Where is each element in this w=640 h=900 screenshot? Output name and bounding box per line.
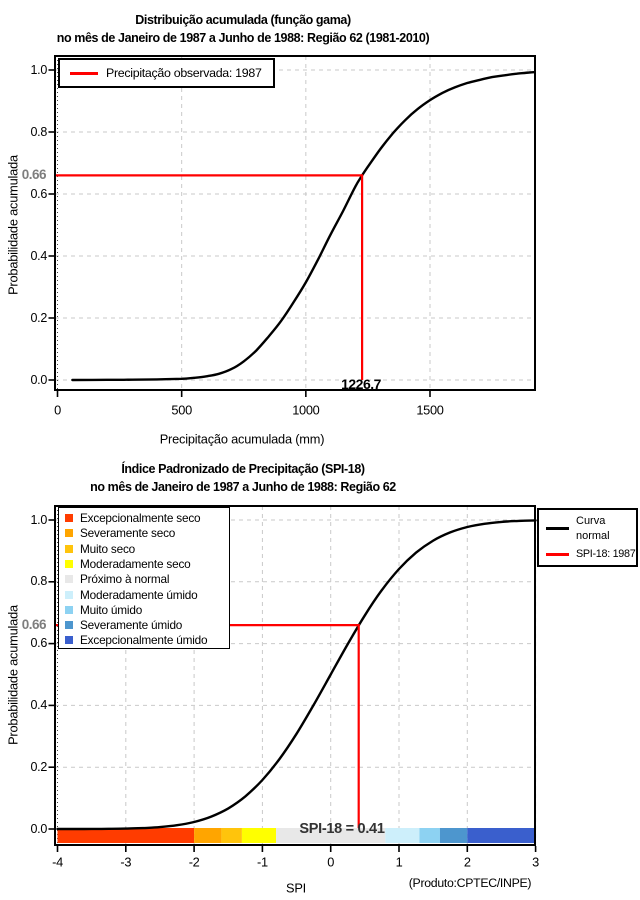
spi-class-label: Moderadamente úmido [80, 587, 198, 602]
spi-class-label: Excepcionalmente seco [80, 511, 201, 525]
chart2-colorbar-segment [57, 828, 195, 843]
chart1-x-tick-label: 1000 [292, 402, 320, 418]
class-color-swatch [65, 559, 73, 568]
class-color-swatch [65, 544, 73, 553]
chart2-x-tick-label: 3 [532, 854, 540, 870]
chart1-subtitle: no mês de Janeiro de 1987 a Junho de 198… [56, 31, 430, 45]
spi-class-label: Excepcionalmente úmido [80, 633, 208, 648]
chart1-legend-item: Precipitação observada: 1987 [60, 60, 273, 86]
chart2-prob-marker-label: 0.66 [21, 617, 47, 632]
chart1-x-marker-label: 1226.7 [341, 376, 381, 392]
class-color-swatch [65, 590, 73, 599]
chart2-curves-legend: Curva normal SPI-18: 1987 [537, 508, 638, 567]
spi-class-label: Severamente úmido [80, 618, 183, 633]
chart2-x-tick-label: -1 [257, 854, 268, 870]
spi-class-label: Muito seco [80, 541, 136, 556]
chart2-classes-legend: Excepcionalmente seco Severamente seco Mui… [58, 507, 230, 649]
class-color-swatch [65, 636, 73, 645]
chart2-cdf-curve [56, 519, 537, 831]
chart2-marker-lines [55, 624, 360, 828]
chart1-frame [54, 55, 536, 391]
normal-curve-legend-item: Curva normal [539, 514, 636, 544]
chart2-colorbar-segment [276, 828, 386, 843]
chart1-xlabel: Precipitação acumulada (mm) [159, 431, 325, 447]
chart2-xlabel: SPI [285, 880, 307, 896]
red-line-swatch [70, 71, 98, 75]
class-color-swatch [65, 575, 73, 584]
spi-class-label: Moderadamente seco [80, 556, 191, 571]
chart1-x-tick-label: 500 [171, 402, 192, 418]
black-line-swatch [546, 527, 569, 530]
chart2-y-tick-label: 0.6 [30, 636, 48, 651]
chart2-x-tick-label: -2 [188, 854, 200, 870]
class-color-swatch [65, 621, 73, 630]
chart2-title: Índice Padronizado de Precipitação (SPI-… [121, 462, 365, 476]
chart2-spi-marker-label: SPI-18 = 0.41 [299, 821, 385, 837]
chart2-colorbar-segment [385, 828, 420, 843]
normal-curve-legend-label: Curva normal [576, 515, 610, 542]
spi-1987-legend-item: SPI-18: 1987 [539, 547, 636, 563]
spi-class-item: Moderadamente úmido [59, 588, 229, 603]
chart2-y-tick-label: 0.8 [30, 574, 48, 589]
spi-class-label: Próximo à normal [80, 572, 170, 587]
spi-class-item: Severamente úmido [59, 618, 229, 633]
spi-class-item: Muito seco [59, 542, 229, 557]
spi-class-item: Excepcionalmente seco [59, 511, 229, 526]
chart1-cdf-curve [71, 71, 535, 382]
chart2-y-tick-label: 0.0 [30, 821, 48, 836]
chart2-x-tick-label: 0 [327, 854, 335, 870]
red-line-swatch [546, 553, 569, 556]
chart2-subtitle: no mês de Janeiro de 1987 a Junho de 198… [90, 480, 396, 494]
chart1-y-tick-label: 1.0 [30, 62, 48, 77]
chart1-y-tick-label: 0.4 [30, 248, 48, 263]
chart1-y-tick-label: 0.6 [30, 186, 48, 201]
spi-class-item: Severamente seco [59, 526, 229, 541]
chart1-marker-lines [55, 174, 364, 380]
chart1-y-tick-label: 0.8 [30, 124, 48, 139]
chart2-colorbar-segment [221, 828, 242, 843]
spi-class-label: Severamente seco [80, 526, 176, 541]
chart2-colorbar-segment [419, 828, 440, 843]
chart2-y-tick-label: 1.0 [30, 512, 48, 527]
spi-class-item: Moderadamente seco [59, 557, 229, 572]
spi-class-item: Muito úmido [59, 603, 229, 618]
product-credit: (Produto:CPTEC/INPE) [408, 876, 532, 890]
chart2-frame [54, 505, 536, 846]
chart2-colorbar-segment [439, 828, 468, 843]
chart2-colorbar-segment [467, 828, 536, 843]
class-color-swatch [65, 529, 73, 538]
chart1-y-tick-label: 0.2 [30, 310, 48, 325]
class-color-swatch [65, 514, 73, 522]
chart2-x-tick-label: -3 [120, 854, 132, 870]
chart2-y-tick-label: 0.2 [30, 759, 48, 774]
chart1-legend-label: Precipitação observada: 1987 [106, 66, 262, 80]
chart1-prob-marker-label: 0.66 [21, 167, 47, 182]
chart2-x-tick-label: 2 [463, 854, 471, 870]
chart2-x-tick-label: 1 [395, 854, 403, 870]
spi-class-label: Muito úmido [80, 602, 143, 617]
chart1-y-tick-label: 0.0 [30, 372, 48, 387]
class-color-swatch [65, 605, 73, 614]
spi-class-item: Excepcionalmente úmido [59, 633, 229, 648]
chart2-y-tick-label: 0.4 [30, 697, 48, 712]
chart2-x-tick-label: -4 [52, 854, 63, 870]
chart1-legend: Precipitação observada: 1987 [58, 58, 275, 88]
spi-class-item: Próximo à normal [59, 572, 229, 587]
chart2-colorbar-segment [194, 828, 222, 843]
chart1-x-tick-label: 1500 [416, 402, 444, 418]
spi-1987-legend-label: SPI-18: 1987 [576, 548, 636, 560]
chart1-title: Distribuição acumulada (função gama) [135, 13, 351, 27]
chart2-colorbar-segment [241, 828, 277, 843]
chart1-x-tick-label: 0 [54, 402, 61, 418]
